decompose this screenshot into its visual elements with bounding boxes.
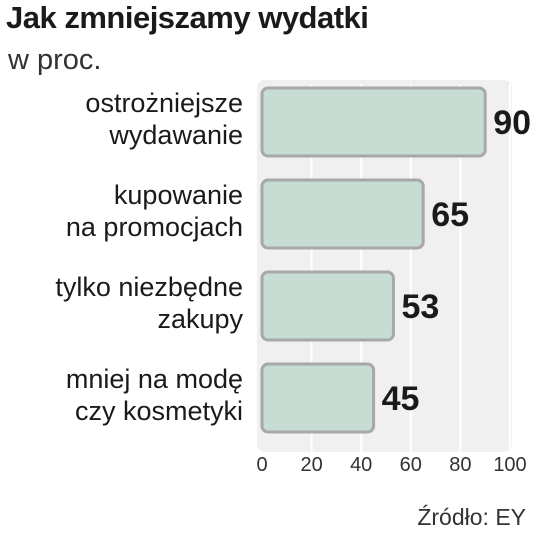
category-label: wydawanie	[108, 120, 243, 150]
category-label: kupowanie	[114, 180, 243, 210]
category-label: ostrożniejsze	[85, 88, 243, 118]
data-label: 45	[382, 380, 420, 418]
data-label: 90	[493, 104, 531, 142]
plot-background	[257, 80, 512, 452]
source-note: Źródło: EY	[417, 504, 526, 530]
x-tick-label: 60	[400, 454, 422, 476]
chart-subtitle: w proc.	[8, 44, 102, 76]
bar	[260, 178, 425, 250]
data-label: 65	[431, 196, 469, 234]
category-label: czy kosmetyki	[75, 396, 243, 426]
category-label: mniej na modę	[66, 364, 243, 394]
bar	[260, 362, 376, 434]
chart-title: Jak zmniejszamy wydatki	[6, 0, 369, 35]
x-tick-label: 20	[300, 454, 322, 476]
x-tick-label: 0	[256, 454, 267, 476]
bar	[260, 270, 395, 342]
x-tick-label: 40	[350, 454, 372, 476]
category-label: zakupy	[157, 304, 243, 334]
x-tick-label: 100	[493, 454, 526, 476]
category-label: tylko niezbędne	[55, 272, 243, 302]
x-tick-label: 80	[449, 454, 471, 476]
data-label: 53	[401, 288, 439, 326]
bar	[260, 86, 487, 158]
category-label: na promocjach	[66, 212, 243, 242]
